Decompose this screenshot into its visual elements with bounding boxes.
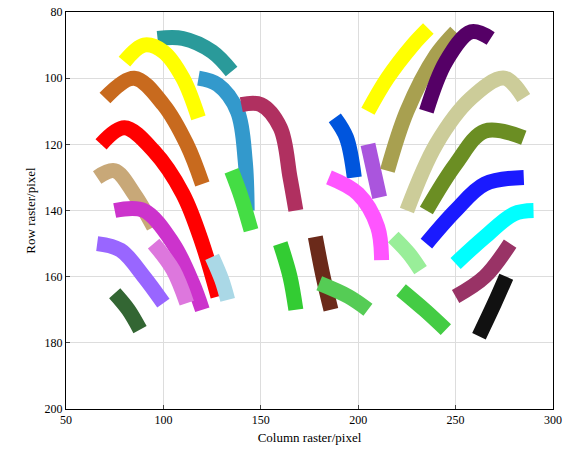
svg-text:Row raster/pixel: Row raster/pixel <box>23 167 38 254</box>
svg-text:150: 150 <box>252 413 270 427</box>
svg-text:140: 140 <box>45 204 63 218</box>
svg-text:160: 160 <box>45 270 63 284</box>
svg-text:Column raster/pixel: Column raster/pixel <box>258 430 362 445</box>
svg-text:250: 250 <box>447 413 465 427</box>
svg-text:100: 100 <box>45 71 63 85</box>
svg-text:200: 200 <box>349 413 367 427</box>
svg-text:200: 200 <box>45 402 63 416</box>
svg-text:180: 180 <box>45 336 63 350</box>
svg-text:50: 50 <box>60 413 72 427</box>
svg-text:300: 300 <box>544 413 562 427</box>
svg-text:100: 100 <box>154 413 172 427</box>
svg-text:120: 120 <box>45 138 63 152</box>
svg-text:80: 80 <box>51 5 63 19</box>
